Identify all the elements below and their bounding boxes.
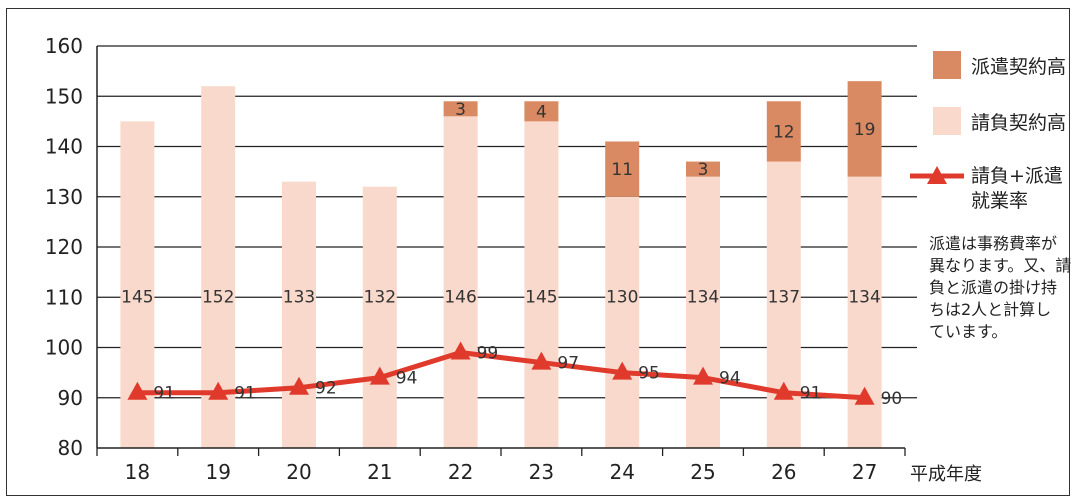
y-axis: 80 90 100 110 120 130 140 150 160	[45, 34, 98, 460]
y-tick-label: 100	[45, 336, 83, 360]
bar-value-label: 4	[536, 102, 547, 122]
bar-value-label: 145	[121, 287, 153, 307]
bar-value-label: 134	[848, 287, 880, 307]
bar-ukeoi	[766, 161, 801, 448]
bar-value-label: 133	[283, 287, 315, 307]
rate-value-label: 91	[153, 384, 175, 404]
rate-value-label: 97	[557, 354, 579, 374]
bar-ukeoi	[686, 176, 720, 448]
legend-swatch-haken	[933, 51, 961, 79]
bar-haken	[686, 161, 720, 177]
x-tick-label: 21	[367, 460, 392, 484]
bar-value-label: 130	[606, 287, 638, 307]
bar-value-label: 137	[768, 287, 800, 307]
x-tick-label: 19	[205, 460, 230, 484]
bar-value-label: 152	[202, 287, 234, 307]
rate-value-label: 94	[396, 369, 418, 389]
rate-marker	[127, 381, 148, 400]
bar-haken	[443, 101, 478, 117]
bar-value-label: 134	[687, 287, 719, 307]
x-tick-label: 22	[448, 460, 473, 484]
y-tick-label: 90	[58, 386, 83, 410]
x-axis-title: 平成年度	[910, 464, 982, 485]
rate-value-label: 95	[638, 364, 660, 384]
x-tick-label: 27	[852, 460, 877, 484]
bar-value-label: 3	[698, 160, 709, 180]
y-tick-label: 110	[45, 285, 83, 309]
legend: 派遣契約高 請負契約高 請負+派遣 就業率	[910, 51, 1066, 212]
rate-marker	[289, 376, 309, 395]
bar-ukeoi	[282, 181, 316, 449]
bar-ukeoi	[362, 186, 397, 448]
rate-marker	[450, 341, 471, 360]
legend-triangle-marker	[927, 166, 947, 184]
legend-label-rate-1: 請負+派遣	[971, 165, 1063, 187]
y-tick-label: 80	[58, 436, 83, 460]
value-labels: 145 152 133 132 146 3 145 4 130 11 134 3 137 12 134 19 9…	[121, 100, 902, 409]
legend-swatch-ukeoi	[933, 107, 961, 135]
rate-line-series	[127, 341, 875, 405]
x-tick-label: 26	[771, 460, 796, 484]
footnote-line: 異なります。又、請	[929, 256, 1071, 275]
bar-value-label: 12	[773, 122, 795, 142]
rate-value-label: 92	[315, 379, 337, 399]
bar-value-label: 11	[611, 160, 633, 180]
rate-value-label: 99	[477, 344, 499, 364]
x-tick-label: 23	[529, 460, 554, 484]
rate-marker	[773, 381, 794, 400]
x-axis: 18 19 20 21 22 23 24 25 26 27	[96, 447, 906, 484]
bars	[120, 81, 882, 449]
rate-marker	[854, 386, 875, 405]
legend-label-ukeoi: 請負契約高	[971, 112, 1066, 134]
rate-marker	[369, 366, 390, 385]
rate-line	[137, 350, 865, 401]
bar-haken	[524, 101, 559, 122]
x-tick-label: 18	[125, 460, 150, 484]
footnote-line: 負と派遣の掛け持	[929, 278, 1057, 297]
bar-value-label: 146	[444, 287, 476, 307]
chart-frame: 80 90 100 110 120 130 140 150 160 18 19 20 21 22 23 24…	[6, 8, 1072, 496]
bar-ukeoi	[605, 196, 640, 448]
y-tick-label: 140	[45, 135, 83, 159]
bar-ukeoi	[524, 121, 559, 448]
y-tick-label: 120	[45, 235, 83, 259]
rate-value-label: 91	[234, 384, 256, 404]
bar-haken	[766, 101, 801, 162]
x-tick-label: 20	[286, 460, 311, 484]
x-tick-label: 24	[609, 460, 634, 484]
bar-haken	[847, 81, 882, 177]
y-tick-label: 130	[45, 185, 83, 209]
bar-haken	[605, 141, 640, 197]
bar-value-label: 3	[455, 100, 466, 120]
rate-marker	[208, 381, 229, 400]
rate-value-label: 91	[800, 384, 822, 404]
rate-value-label: 94	[719, 369, 741, 389]
chart: 80 90 100 110 120 130 140 150 160 18 19 20 21 22 23 24…	[45, 34, 1072, 485]
rate-marker	[612, 361, 633, 380]
rate-marker	[693, 366, 713, 385]
y-tick-label: 160	[45, 34, 83, 58]
footnote-line: ちは2人と計算し	[929, 300, 1051, 319]
legend-label-haken: 派遣契約高	[971, 56, 1066, 78]
bar-ukeoi	[443, 116, 478, 448]
rate-value-label: 90	[881, 389, 903, 409]
bar-ukeoi	[847, 176, 882, 448]
rate-marker	[531, 351, 552, 370]
footnote-line: 派遣は事務費率が	[929, 234, 1057, 253]
bar-value-label: 145	[525, 287, 557, 307]
legend-label-rate-2: 就業率	[971, 190, 1028, 212]
y-tick-label: 150	[45, 84, 83, 108]
x-tick-label: 25	[690, 460, 715, 484]
footnote-line: ています。	[929, 322, 1007, 341]
bar-value-label: 19	[854, 120, 876, 140]
bar-value-label: 132	[364, 287, 396, 307]
